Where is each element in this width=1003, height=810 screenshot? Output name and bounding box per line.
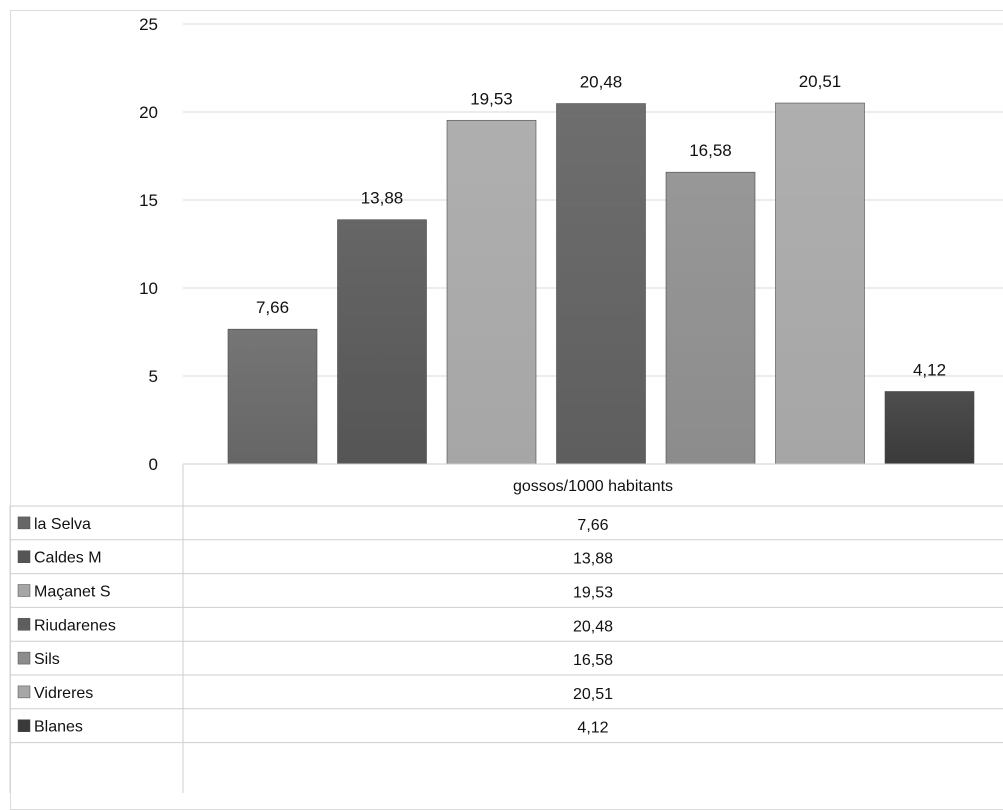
table-value-vidreres: 20,51: [573, 686, 613, 703]
bar-maçanet-s: [446, 119, 537, 465]
legend-name-maçanet-s: Maçanet S: [34, 584, 110, 601]
legend-key-la-selva: [17, 516, 31, 530]
legend-name-vidreres: Vidreres: [34, 685, 93, 702]
data-label-vidreres: 20,51: [799, 72, 842, 91]
bar-vidreres: [775, 102, 865, 465]
bars: [227, 102, 975, 465]
legend-name-sils: Sils: [34, 651, 60, 668]
legend-key-caldes-m: [17, 550, 31, 563]
data-label-la-selva: 7,66: [256, 298, 289, 317]
table-value-maçanet-s: 19,53: [573, 585, 613, 602]
legend-key-maçanet-s: [17, 584, 31, 597]
legend-name-caldes-m: Caldes M: [34, 550, 102, 567]
table-value-caldes-m: 13,88: [573, 551, 613, 568]
data-label-blanes: 4,12: [913, 360, 946, 379]
legend-key-riudarenes: [17, 618, 31, 631]
bar-blanes: [884, 391, 975, 465]
table-value-sils: 16,58: [573, 652, 613, 669]
category-label: gossos/1000 habitants: [513, 478, 673, 495]
bar-la-selva: [227, 328, 318, 465]
y-tick-label-0: 0: [149, 455, 158, 474]
y-tick-label-10: 10: [139, 279, 158, 298]
bar-chart: 0 5 10 15 20 25 7,66 13,88 19,53 20,48 16,58 20,51…: [9, 15, 1003, 793]
y-tick-label-25: 25: [139, 15, 158, 34]
y-tick-label-5: 5: [149, 367, 158, 386]
legend-key-blanes: [17, 719, 31, 732]
y-tick-label-15: 15: [139, 191, 158, 210]
table-value-la-selva: 7,66: [577, 517, 608, 534]
data-label-maçanet-s: 19,53: [470, 89, 513, 108]
y-tick-label-20: 20: [139, 103, 158, 122]
bar-sils: [665, 171, 756, 465]
data-label-sils: 16,58: [689, 141, 732, 160]
legend-name-blanes: Blanes: [34, 719, 83, 736]
legend-key-vidreres: [17, 685, 31, 699]
y-axis-ticks: 0 5 10 15 20 25: [139, 15, 158, 474]
table-value-blanes: 4,12: [577, 720, 608, 737]
data-labels: 7,66 13,88 19,53 20,48 16,58 20,51 4,12: [256, 72, 946, 379]
data-label-caldes-m: 13,88: [361, 189, 404, 208]
legend-name-la-selva: la Selva: [34, 516, 91, 533]
table-value-riudarenes: 20,48: [573, 618, 613, 635]
bar-riudarenes: [556, 103, 646, 465]
bar-caldes-m: [337, 219, 427, 465]
legend-name-riudarenes: Riudarenes: [34, 617, 116, 634]
data-table: gossos/1000 habitants la Selva 7,66 Caldes …: [9, 463, 1003, 793]
legend-key-sils: [17, 651, 31, 665]
data-label-riudarenes: 20,48: [580, 73, 623, 92]
